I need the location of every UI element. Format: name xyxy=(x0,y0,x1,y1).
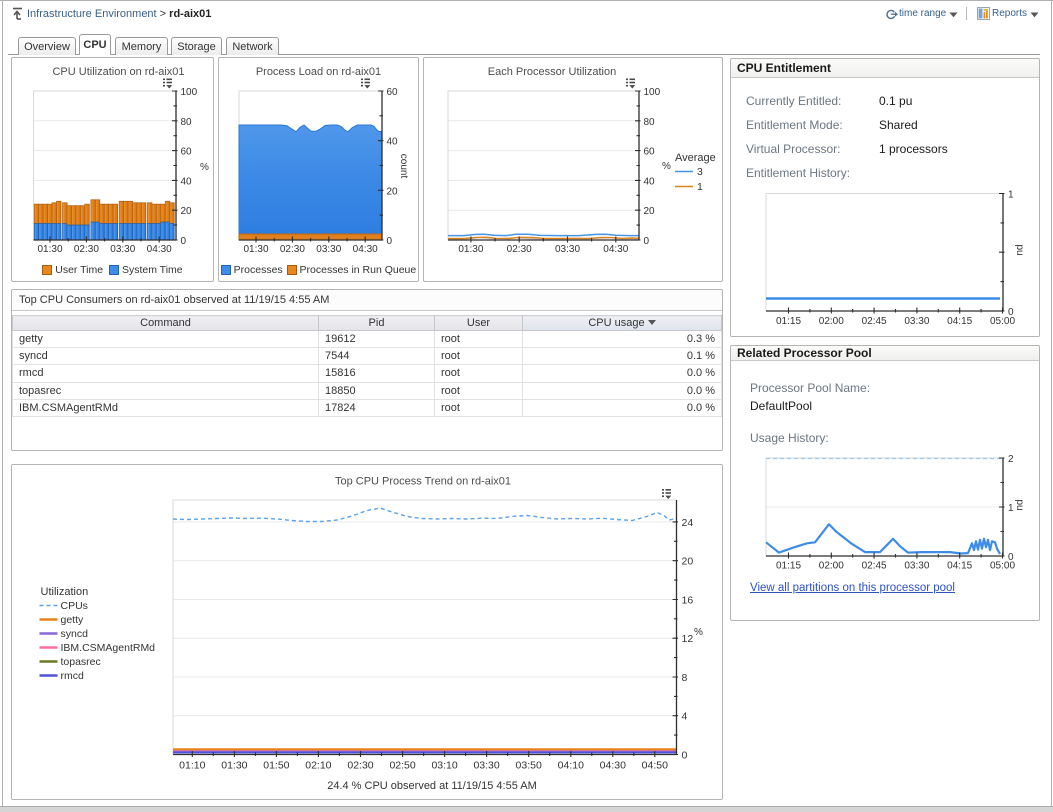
svg-text:60: 60 xyxy=(387,87,399,98)
svg-text:1: 1 xyxy=(1008,503,1014,514)
svg-text:02:30: 02:30 xyxy=(347,760,373,772)
svg-text:3: 3 xyxy=(697,166,703,178)
svg-text:04:30: 04:30 xyxy=(353,244,378,255)
svg-text:01:15: 01:15 xyxy=(776,316,801,327)
svg-text:0: 0 xyxy=(181,236,187,247)
svg-text:12: 12 xyxy=(682,633,694,645)
svg-text:%: % xyxy=(694,627,703,638)
svg-text:02:50: 02:50 xyxy=(389,760,415,772)
svg-text:100: 100 xyxy=(644,87,661,98)
svg-text:count: count xyxy=(398,154,409,179)
svg-text:20: 20 xyxy=(181,206,193,217)
svg-text:40: 40 xyxy=(181,176,193,187)
svg-text:0: 0 xyxy=(387,236,393,247)
svg-text:40: 40 xyxy=(387,137,399,148)
svg-text:%: % xyxy=(662,161,671,172)
svg-text:01:10: 01:10 xyxy=(179,760,205,772)
svg-text:04:30: 04:30 xyxy=(147,244,172,255)
svg-text:40: 40 xyxy=(644,176,656,187)
svg-text:02:00: 02:00 xyxy=(819,561,844,572)
svg-text:01:30: 01:30 xyxy=(243,244,268,255)
svg-text:rmcd: rmcd xyxy=(61,670,84,682)
svg-text:pu: pu xyxy=(1014,244,1025,255)
svg-text:04:30: 04:30 xyxy=(600,760,626,772)
svg-text:syncd: syncd xyxy=(61,628,89,640)
svg-text:Average: Average xyxy=(675,152,716,164)
svg-text:0: 0 xyxy=(1008,307,1014,318)
svg-text:20: 20 xyxy=(682,556,694,568)
svg-text:03:30: 03:30 xyxy=(555,244,580,255)
svg-text:2: 2 xyxy=(1008,454,1014,465)
svg-text:Utilization: Utilization xyxy=(41,586,89,598)
svg-text:60: 60 xyxy=(644,147,656,158)
svg-text:03:10: 03:10 xyxy=(431,760,457,772)
svg-text:02:10: 02:10 xyxy=(305,760,331,772)
svg-text:02:45: 02:45 xyxy=(862,316,887,327)
svg-text:03:30: 03:30 xyxy=(110,244,135,255)
svg-text:03:50: 03:50 xyxy=(516,760,542,772)
svg-text:20: 20 xyxy=(644,206,656,217)
svg-text:04:50: 04:50 xyxy=(642,760,668,772)
svg-text:01:15: 01:15 xyxy=(776,561,801,572)
svg-text:0: 0 xyxy=(682,750,688,762)
svg-text:02:30: 02:30 xyxy=(280,244,305,255)
svg-text:03:30: 03:30 xyxy=(316,244,341,255)
svg-text:01:50: 01:50 xyxy=(263,760,289,772)
svg-text:IBM.CSMAgentRMd: IBM.CSMAgentRMd xyxy=(61,642,156,654)
svg-text:03:30: 03:30 xyxy=(904,316,929,327)
svg-text:80: 80 xyxy=(644,117,656,128)
svg-text:01:30: 01:30 xyxy=(458,244,483,255)
svg-text:02:30: 02:30 xyxy=(507,244,532,255)
svg-text:05:00: 05:00 xyxy=(990,316,1015,327)
svg-text:getty: getty xyxy=(61,614,85,626)
svg-text:04:10: 04:10 xyxy=(558,760,584,772)
svg-text:Top CPU Process Trend on rd-ai: Top CPU Process Trend on rd-aix01 xyxy=(335,476,511,488)
svg-text:05:00: 05:00 xyxy=(990,561,1015,572)
svg-text:%: % xyxy=(200,162,209,173)
svg-text:4: 4 xyxy=(682,711,688,723)
svg-text:04:15: 04:15 xyxy=(947,316,972,327)
svg-text:02:45: 02:45 xyxy=(862,561,887,572)
svg-text:16: 16 xyxy=(682,595,694,607)
svg-text:02:00: 02:00 xyxy=(819,316,844,327)
svg-text:20: 20 xyxy=(387,186,399,197)
svg-text:80: 80 xyxy=(181,117,193,128)
svg-text:24: 24 xyxy=(682,517,694,529)
svg-text:8: 8 xyxy=(682,672,688,684)
svg-text:pu: pu xyxy=(1014,499,1025,510)
svg-text:0: 0 xyxy=(644,236,650,247)
svg-text:0: 0 xyxy=(1008,552,1014,563)
svg-text:03:30: 03:30 xyxy=(904,561,929,572)
svg-text:01:30: 01:30 xyxy=(37,244,62,255)
svg-text:1: 1 xyxy=(697,181,703,193)
svg-text:03:30: 03:30 xyxy=(473,760,499,772)
svg-text:04:15: 04:15 xyxy=(947,561,972,572)
svg-text:100: 100 xyxy=(181,87,198,98)
svg-text:60: 60 xyxy=(181,147,193,158)
svg-text:1: 1 xyxy=(1008,190,1014,201)
svg-text:CPUs: CPUs xyxy=(61,600,88,612)
svg-text:04:30: 04:30 xyxy=(603,244,628,255)
svg-text:01:30: 01:30 xyxy=(221,760,247,772)
svg-text:topasrec: topasrec xyxy=(61,656,101,668)
svg-text:24.4 % CPU observed at 11/19/1: 24.4 % CPU observed at 11/19/15 4:55 AM xyxy=(327,780,537,792)
svg-text:02:30: 02:30 xyxy=(74,244,99,255)
